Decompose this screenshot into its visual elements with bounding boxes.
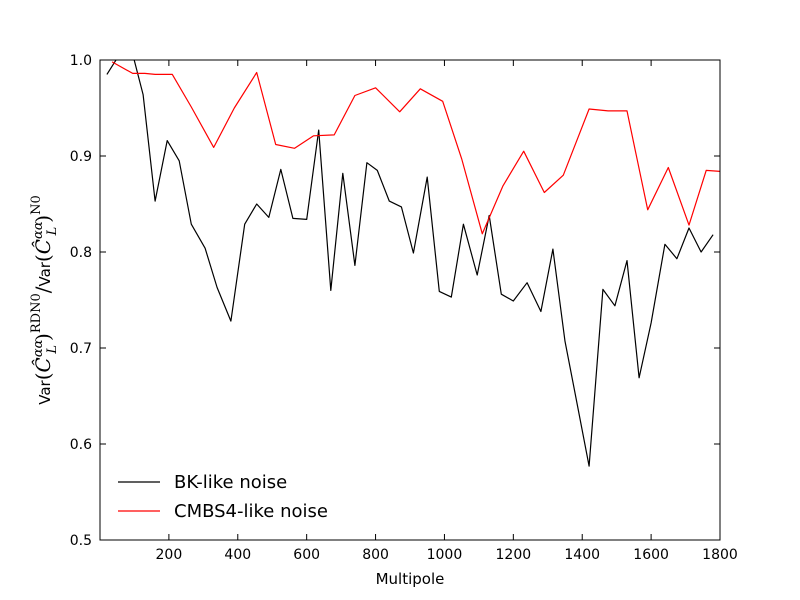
y-label-sup-den: N0 [29, 195, 44, 215]
svg-text:Var(ĈααL)RDN0/Var(ĈααL)N0: Var(ĈααL)RDN0/Var(ĈααL)N0 [29, 195, 60, 404]
y-label-slash: / [31, 286, 55, 293]
y-tick-label: 0.7 [70, 341, 92, 357]
y-label-c2: Ĉ [30, 239, 55, 254]
y-label-sup-num: RDN0 [29, 293, 44, 333]
x-axis-label: Multipole [376, 570, 445, 588]
y-tick-label: 0.6 [70, 437, 92, 453]
x-tick-label: 800 [362, 547, 389, 563]
y-axis-label: Var(ĈααL)RDN0/Var(ĈααL)N0 [29, 195, 60, 404]
y-label-sub2: L [45, 227, 60, 237]
y-label-close1: ) [31, 333, 55, 341]
plot-frame [99, 59, 721, 541]
x-tick-label: 1200 [496, 547, 532, 563]
y-label-supB: αα [31, 221, 46, 239]
legend-label-cmbs4: CMBS4-like noise [174, 501, 328, 522]
y-tick-label: 1.0 [70, 53, 92, 69]
y-label-supA: αα [31, 339, 46, 357]
y-label-var2: Var [36, 261, 54, 286]
x-tick-label: 600 [293, 547, 320, 563]
tick-layer: 200 400 600 800 1000 1200 1400 1600 1800 0.5 0.6 0.… [70, 53, 738, 563]
series-line-cmbs4 [111, 61, 720, 235]
y-label-open2: ( [31, 254, 55, 262]
y-label-c1: Ĉ [30, 357, 55, 372]
y-label-sub1: L [45, 345, 60, 355]
x-tick-label: 1000 [427, 547, 463, 563]
x-tick-label: 1800 [702, 547, 738, 563]
y-tick-label: 0.9 [70, 149, 92, 165]
x-tick-label: 1600 [633, 547, 669, 563]
x-tick-label: 200 [156, 547, 183, 563]
legend-label-bk: BK-like noise [174, 472, 287, 493]
x-tick-label: 1400 [564, 547, 600, 563]
x-tick-label: 400 [224, 547, 251, 563]
y-tick-label: 0.5 [70, 533, 92, 549]
y-label-open1: ( [31, 372, 55, 380]
y-label-close2: ) [31, 215, 55, 223]
series-line-bk [106, 60, 714, 467]
y-tick-label: 0.8 [70, 245, 92, 261]
legend: BK-like noise CMBS4-like noise [118, 472, 328, 522]
series-layer [106, 60, 720, 467]
y-label-var1: Var [36, 379, 54, 404]
